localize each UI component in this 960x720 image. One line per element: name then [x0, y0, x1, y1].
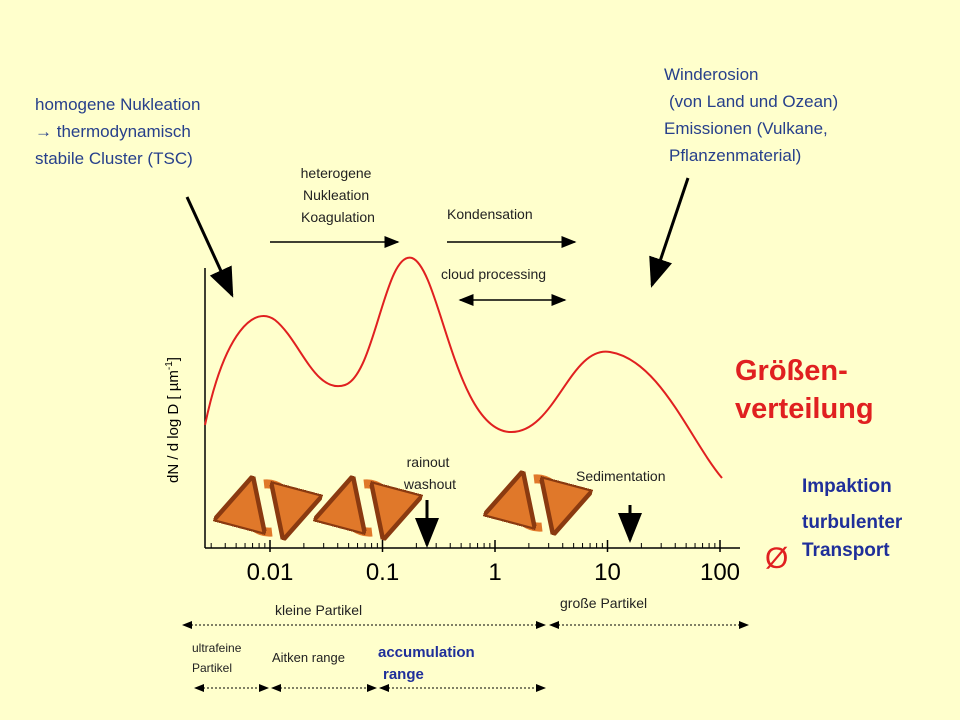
cycle-icon [345, 484, 391, 532]
x-tick-label: 100 [700, 559, 740, 586]
accumulation-label: accumulation range [378, 644, 479, 683]
line: accumulation [378, 644, 475, 661]
title: Größen- verteilung [735, 355, 874, 425]
turbulent-text: turbulenter Transport [802, 512, 908, 561]
arrow [649, 177, 690, 288]
nucleation-text: homogene Nukleation → thermodynamisch st… [35, 95, 205, 168]
line: Winderosion [664, 65, 759, 84]
arrow [185, 196, 234, 298]
line: heterogene [301, 165, 372, 181]
x-tick-label: 0.01 [247, 559, 294, 586]
heterogeneous-text: heterogene Nukleation Koagulation [301, 165, 376, 225]
wind-text: Winderosion (von Land und Ozean) Emissio… [664, 65, 843, 165]
cycle-arrow [263, 479, 291, 514]
line: Nukleation [303, 187, 369, 203]
line: verteilung [735, 393, 874, 425]
line: Partikel [192, 661, 232, 675]
line: ultrafeine [192, 641, 242, 655]
size-distribution-curve [204, 256, 723, 479]
exponent: -1 [164, 361, 175, 370]
y-axis-label: dN / d log D [ µm-1] [164, 357, 182, 483]
range-label: große Partikel [560, 595, 647, 611]
line: Pflanzenmaterial) [669, 146, 801, 165]
cycle-icon [515, 479, 561, 527]
line: stabile Cluster (TSC) [35, 149, 193, 168]
line: rainout [407, 454, 450, 470]
line: homogene Nukleation [35, 95, 200, 114]
line: Größen- [735, 355, 848, 387]
line: → thermodynamisch [35, 122, 191, 141]
sedimentation-text: Sedimentation [576, 468, 666, 484]
line: (von Land und Ozean) [669, 92, 838, 111]
x-tick-label: 10 [594, 559, 621, 586]
axes [204, 268, 740, 549]
line: washout [403, 476, 456, 492]
line: turbulenter [802, 512, 903, 533]
cycle-icon [245, 484, 291, 532]
line: Emissionen (Vulkane, [664, 119, 828, 138]
condensation-text: Kondensation [447, 206, 533, 222]
x-tick-label: 1 [488, 559, 501, 586]
x-tick-label: 0.1 [366, 559, 399, 586]
label-end: ] [165, 357, 182, 361]
symbol: Ø [765, 542, 788, 575]
cycle-arrow [515, 497, 543, 532]
line: Transport [802, 540, 890, 561]
cycle-arrow [345, 502, 373, 537]
cycle-arrow [533, 474, 561, 509]
cycle-arrow [363, 479, 391, 514]
cycle-arrow [245, 502, 273, 537]
aitken-label: Aitken range [272, 650, 345, 665]
ultrafine-label: ultrafeine Partikel [192, 641, 245, 675]
cloud-processing-text: cloud processing [441, 266, 546, 282]
line: range [383, 666, 424, 683]
line: Koagulation [301, 209, 375, 225]
range-label: kleine Partikel [275, 602, 362, 618]
label: dN / d log D [ µm [165, 370, 182, 483]
impaction-text: Impaktion [802, 476, 892, 497]
